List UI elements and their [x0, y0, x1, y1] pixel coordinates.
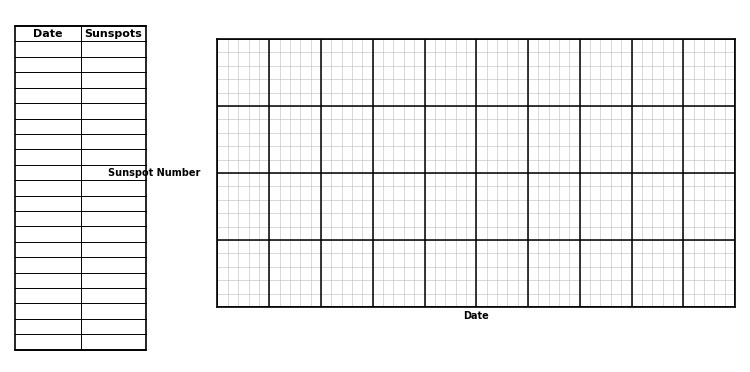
- Text: Sunspots: Sunspots: [85, 29, 142, 39]
- Text: Date: Date: [33, 29, 62, 39]
- Text: Sunspot Number: Sunspot Number: [107, 168, 200, 178]
- X-axis label: Date: Date: [464, 311, 489, 321]
